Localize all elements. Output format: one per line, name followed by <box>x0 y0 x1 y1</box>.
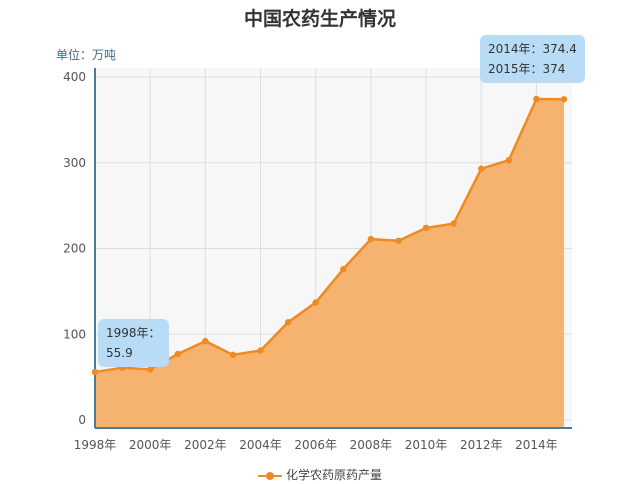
y-axis-unit-label: 单位：万吨 <box>56 48 117 62</box>
data-point-2007 <box>340 265 347 273</box>
data-point-2009 <box>395 237 402 244</box>
legend-line-marker-icon <box>257 471 282 481</box>
data-point-2004 <box>257 347 264 354</box>
tick-labels: 0 100 200 300 400 1998年 2000年 2002年 2004年 2006年 20… <box>63 70 558 452</box>
y-tick-label-300: 300 <box>63 156 86 170</box>
legend-series-label: 化学农药原药产量 <box>285 468 382 482</box>
tooltip-1998: 1998年： 55.9 <box>98 319 169 367</box>
data-points <box>91 95 568 376</box>
data-point-2001 <box>174 350 181 358</box>
tooltip-2014-2015: 2014年：374.4 2015年：374 <box>480 35 585 83</box>
x-tick-label-2000: 2000年 <box>129 438 172 452</box>
data-point-2015 <box>560 96 568 103</box>
data-point-2013 <box>505 156 513 164</box>
data-point-2003 <box>229 351 237 359</box>
data-point-2006 <box>312 299 319 306</box>
data-point-2011 <box>450 220 457 227</box>
x-tick-label-1998: 1998年 <box>74 438 117 452</box>
y-tick-label-0: 0 <box>78 413 86 427</box>
y-tick-label-200: 200 <box>63 242 86 256</box>
data-point-2005 <box>284 319 292 326</box>
tooltip-1998-line2: 55.9 <box>106 346 133 360</box>
data-point-2014 <box>533 95 540 103</box>
chart-title: 中国农药生产情况 <box>243 8 396 30</box>
x-tick-label-2002: 2002年 <box>184 438 227 452</box>
x-tick-label-2012: 2012年 <box>460 438 503 452</box>
x-tick-label-2004: 2004年 <box>239 438 282 452</box>
data-point-1998 <box>91 368 99 376</box>
x-tick-label-2006: 2006年 <box>294 438 337 452</box>
data-point-2008 <box>367 235 375 243</box>
legend[interactable]: 化学农药原药产量 <box>0 466 640 483</box>
tooltip-2014-line: 2014年：374.4 <box>488 42 577 56</box>
x-tick-label-2010: 2010年 <box>405 438 448 452</box>
data-point-2010 <box>422 224 430 232</box>
data-point-2012 <box>478 165 485 172</box>
y-tick-label-400: 400 <box>63 70 86 84</box>
x-tick-label-2008: 2008年 <box>350 438 393 452</box>
tooltip-1998-line1: 1998年： <box>106 326 161 340</box>
series-line <box>94 97 565 374</box>
x-tick-label-2014: 2014年 <box>515 438 558 452</box>
data-point-2000 <box>146 366 154 373</box>
tooltip-2015-line: 2015年：374 <box>488 62 566 76</box>
data-point-2002 <box>202 337 209 345</box>
y-tick-label-100: 100 <box>63 327 86 341</box>
axes <box>94 68 572 429</box>
